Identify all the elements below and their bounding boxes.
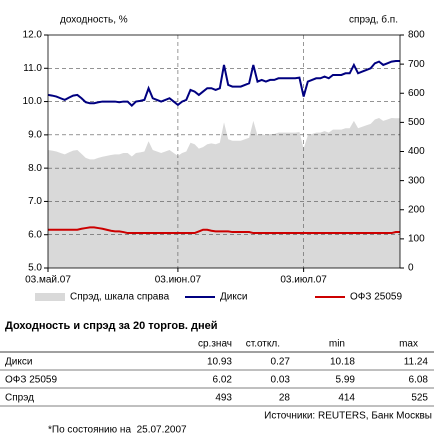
table-cell: 0.03 — [271, 375, 291, 386]
row-label: ОФЗ 25059 — [5, 375, 57, 386]
table-cell: 0.27 — [271, 357, 291, 368]
table-cell: 5.99 — [336, 375, 356, 386]
y2-tick-label: 600 — [408, 88, 425, 99]
spread-area — [48, 118, 400, 268]
table-cell: 10.18 — [330, 357, 355, 368]
y2-tick-label: 100 — [408, 234, 425, 245]
y2-tick-label: 700 — [408, 59, 425, 70]
y2-tick-label: 800 — [408, 30, 425, 41]
row-label: Спрэд — [5, 393, 34, 404]
y-tick-label: 12.0 — [23, 30, 43, 41]
legend-label: Спрэд, шкала справа — [70, 292, 170, 303]
table-header: ср.знач — [198, 339, 232, 350]
y-tick-label: 5.0 — [28, 263, 42, 274]
y-tick-label: 10.0 — [23, 96, 43, 107]
table-cell: 525 — [411, 393, 428, 404]
table-header: min — [329, 339, 345, 350]
x-tick-label: 03.май.07 — [25, 275, 71, 286]
y2-tick-label: 500 — [408, 117, 425, 128]
y2-axis-title: спрэд, б.п. — [349, 14, 398, 26]
y2-tick-label: 200 — [408, 204, 425, 215]
y2-tick-label: 400 — [408, 146, 425, 157]
plot-frame — [47, 34, 401, 269]
table-cell: 10.93 — [207, 357, 232, 368]
y2-tick-label: 300 — [408, 175, 425, 186]
y-tick-label: 9.0 — [28, 129, 42, 140]
table-cell: 6.02 — [213, 375, 233, 386]
legend-swatch — [35, 293, 65, 301]
table-cell: 6.08 — [409, 375, 429, 386]
y-tick-label: 8.0 — [28, 163, 42, 174]
row-label: Дикси — [5, 357, 32, 368]
table-title: Доходность и спрэд за 20 торгов. дней — [5, 320, 218, 332]
table-cell: 28 — [279, 393, 291, 404]
y-axis-title: доходность, % — [60, 15, 128, 26]
table-cell: 11.24 — [404, 357, 429, 368]
y-tick-label: 11.0 — [23, 63, 42, 74]
table-cell: 493 — [215, 393, 232, 404]
note: *По состоянию на 25.07.2007 — [48, 425, 187, 435]
table-cell: 414 — [338, 393, 355, 404]
legend-label: Дикси — [220, 292, 247, 303]
x-tick-label: 03.июл.07 — [280, 275, 327, 286]
series-line — [48, 226, 400, 235]
y2-tick-label: 0 — [408, 263, 414, 274]
table-header: max — [399, 339, 418, 350]
x-tick-label: 03.июн.07 — [155, 275, 202, 286]
series-line — [47, 59, 400, 107]
y-tick-label: 6.0 — [28, 229, 42, 240]
y-tick-label: 7.0 — [28, 196, 42, 207]
source: Источники: REUTERS, Банк Москвы — [264, 411, 432, 422]
legend-label: ОФЗ 25059 — [350, 292, 402, 303]
table-header: ст.откл. — [246, 339, 280, 350]
